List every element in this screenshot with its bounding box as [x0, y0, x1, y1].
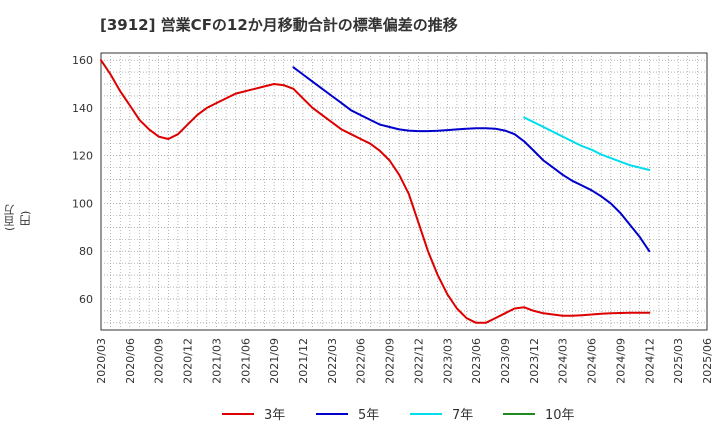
- x-tick-label: 2025/03: [672, 338, 685, 384]
- x-tick-label: 2021/09: [268, 338, 281, 384]
- legend-label: 10年: [545, 408, 575, 423]
- x-tick-label: 2023/09: [499, 338, 512, 384]
- y-tick-label: 80: [79, 245, 93, 258]
- y-tick-label: 160: [72, 54, 93, 67]
- x-tick-label: 2023/06: [470, 338, 483, 384]
- x-tick-label: 2020/09: [153, 338, 166, 384]
- x-tick-label: 2022/03: [326, 338, 339, 384]
- legend-label: 3年: [264, 408, 285, 423]
- chart-title: [3912] 営業CFの12か月移動合計の標準偏差の推移: [100, 16, 458, 34]
- x-tick-label: 2020/12: [182, 338, 195, 384]
- x-tick-label: 2022/06: [355, 338, 368, 384]
- y-tick-label: 120: [72, 150, 93, 163]
- series-line: [100, 59, 651, 324]
- x-tick-label: 2023/03: [441, 338, 454, 384]
- legend-label: 5年: [358, 408, 379, 423]
- legend-label: 7年: [452, 408, 473, 423]
- x-tick-label: 2024/12: [643, 338, 656, 384]
- y-tick-label: 60: [79, 293, 93, 306]
- y-tick-label: 100: [72, 197, 93, 210]
- x-tick-label: 2020/03: [95, 338, 108, 384]
- x-tick-label: 2022/12: [412, 338, 425, 384]
- x-tick-label: 2024/06: [586, 338, 599, 384]
- x-tick-label: 2023/12: [528, 338, 541, 384]
- x-tick-label: 2025/06: [701, 338, 714, 384]
- x-tick-label: 2022/09: [384, 338, 397, 384]
- x-tick-label: 2021/06: [239, 338, 252, 384]
- x-tick-label: 2024/09: [614, 338, 627, 384]
- x-tick-label: 2021/12: [297, 338, 310, 384]
- y-tick-label: 140: [72, 102, 93, 115]
- series-line: [292, 66, 651, 253]
- x-tick-label: 2024/03: [557, 338, 570, 384]
- x-tick-label: 2021/03: [210, 338, 223, 384]
- x-tick-label: 2020/06: [124, 338, 137, 384]
- series-line: [523, 116, 651, 171]
